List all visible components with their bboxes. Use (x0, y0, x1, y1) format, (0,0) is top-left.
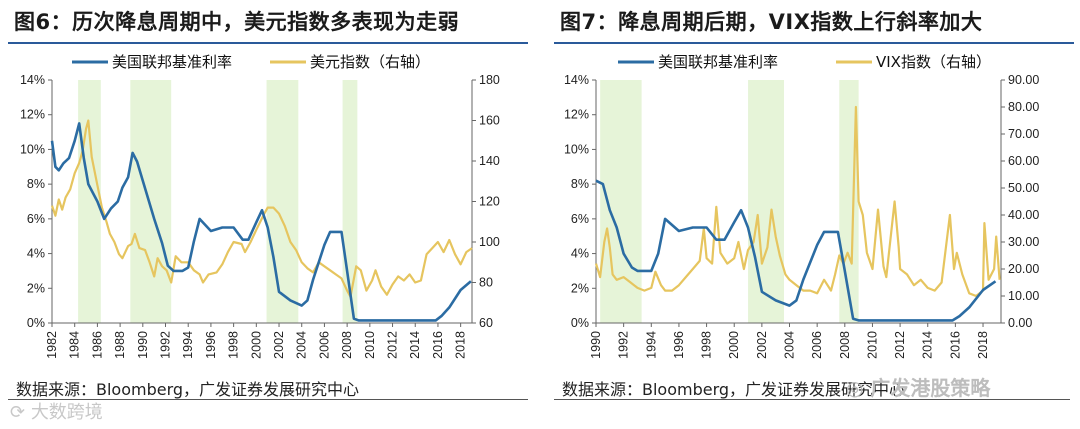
index-series-line (594, 105, 1001, 298)
index-series-line (50, 119, 473, 298)
x-tick-label: 2002 (272, 331, 286, 359)
x-tick-label: 2016 (431, 331, 445, 359)
title-text: 降息周期后期，VIX指数上行斜率加大 (618, 10, 983, 34)
title-text: 历次降息周期中，美元指数多表现为走弱 (72, 10, 460, 34)
right-tick-label: 160 (479, 114, 500, 128)
right-tick-label: 70.00 (1008, 127, 1039, 141)
x-tick-label: 2008 (838, 331, 852, 359)
left-tick-label: 8% (571, 177, 589, 191)
right-tick-label: 100 (479, 235, 500, 249)
right-tick-label: 90.00 (1008, 73, 1039, 87)
x-tick-label: 1998 (700, 331, 714, 359)
right-tick-label: 140 (479, 154, 500, 168)
figure-number: 图7 (560, 10, 597, 34)
left-tick-label: 14% (20, 73, 45, 87)
legend-index-label: 美元指数（右轴） (310, 53, 430, 71)
legend-rate-label: 美国联邦基准利率 (112, 53, 232, 71)
title-rule (554, 42, 1074, 44)
x-tick-label: 2006 (810, 331, 824, 359)
x-tick-label: 2002 (755, 331, 769, 359)
right-tick-label: 60 (479, 316, 493, 330)
x-tick-label: 1988 (113, 331, 127, 359)
left-tick-label: 6% (27, 212, 45, 226)
left-tick-label: 2% (571, 281, 589, 295)
x-tick-label: 1998 (227, 331, 241, 359)
x-tick-label: 2012 (386, 331, 400, 359)
x-tick-label: 1996 (204, 331, 218, 359)
watermark-right: ◎ 广发港股策略 (846, 376, 991, 400)
right-tick-label: 10.00 (1008, 289, 1039, 303)
x-tick-label: 2010 (363, 331, 377, 359)
x-tick-label: 1990 (136, 331, 150, 359)
x-tick-label: 2018 (976, 331, 990, 359)
rate-cut-shade (266, 80, 299, 323)
x-tick-label: 2000 (249, 331, 263, 359)
x-tick-label: 2006 (317, 331, 331, 359)
x-tick-label: 2012 (893, 331, 907, 359)
x-tick-label: 1984 (68, 331, 82, 359)
source-note: 数据来源：Bloomberg，广发证券发展研究中心 (562, 380, 906, 399)
right-tick-label: 0.00 (1008, 316, 1032, 330)
source-note: 数据来源：Bloomberg，广发证券发展研究中心 (16, 380, 360, 399)
source-rule (554, 399, 1070, 400)
x-tick-label: 2000 (727, 331, 741, 359)
x-tick-label: 2004 (783, 331, 797, 359)
title-rule (8, 42, 528, 44)
legend-index-label: VIX指数（右轴） (876, 53, 991, 71)
left-tick-label: 14% (564, 73, 589, 87)
rate-series-line (595, 179, 997, 322)
x-tick-label: 2016 (948, 331, 962, 359)
left-tick-label: 6% (571, 212, 589, 226)
left-tick-label: 10% (564, 142, 589, 156)
vix-rate-chart: 0% 2% 4% 6% 8% 10% 12% 14% 0.00 10.00 20.00 30.00 40… (564, 53, 1039, 359)
left-tick-label: 12% (20, 108, 45, 122)
right-tick-label: 180 (479, 73, 500, 87)
right-tick-label: 60.00 (1008, 154, 1039, 168)
right-tick-label: 50.00 (1008, 181, 1039, 195)
left-tick-label: 10% (20, 142, 45, 156)
x-tick-label: 2018 (454, 331, 468, 359)
x-tick-label: 1992 (159, 331, 173, 359)
chart-title: 图6：历次降息周期中，美元指数多表现为走弱 (14, 10, 460, 34)
chart-title: 图7：降息周期后期，VIX指数上行斜率加大 (560, 10, 983, 34)
left-tick-label: 0% (571, 316, 589, 330)
x-tick-label: 2014 (408, 331, 422, 359)
x-tick-label: 1994 (644, 331, 658, 359)
right-tick-label: 80 (479, 276, 493, 290)
x-tick-label: 1994 (181, 331, 195, 359)
rate-cut-shade (130, 80, 172, 323)
x-tick-label: 2014 (921, 331, 935, 359)
left-tick-label: 12% (564, 108, 589, 122)
rate-series-line (50, 122, 472, 322)
right-tick-label: 120 (479, 195, 500, 209)
x-tick-label: 1982 (45, 331, 59, 359)
x-tick-label: 2010 (865, 331, 879, 359)
left-tick-label: 0% (27, 316, 45, 330)
watermark-left: ⟳ 大数跨境 (10, 402, 103, 423)
right-tick-label: 40.00 (1008, 208, 1039, 222)
right-tick-label: 20.00 (1008, 262, 1039, 276)
x-tick-label: 1996 (672, 331, 686, 359)
x-tick-label: 2008 (340, 331, 354, 359)
figure-6-panel: 图6：历次降息周期中，美元指数多表现为走弱 0% 2% 4% 6% 8% 10% 12% 14… (8, 10, 528, 423)
watermark-right-text: 广发港股策略 (870, 376, 991, 400)
watermark-left-text: 大数跨境 (30, 402, 103, 423)
left-tick-label: 4% (27, 247, 45, 261)
left-tick-label: 4% (571, 247, 589, 261)
left-tick-label: 8% (27, 177, 45, 191)
rate-cut-shade (748, 80, 784, 323)
x-tick-label: 1986 (90, 331, 104, 359)
x-tick-label: 1992 (617, 331, 631, 359)
dollar-index-rate-chart: 0% 2% 4% 6% 8% 10% 12% 14% 60 80 100 120 140 160 180 19… (20, 53, 500, 359)
x-tick-label: 1990 (589, 331, 603, 359)
right-tick-label: 30.00 (1008, 235, 1039, 249)
right-tick-label: 80.00 (1008, 100, 1039, 114)
figure-7-panel: 图7：降息周期后期，VIX指数上行斜率加大 0% 2% 4% 6% 8% 10% 12% 14… (546, 0, 1080, 429)
x-tick-label: 2004 (295, 331, 309, 359)
figure-number: 图6 (14, 10, 51, 34)
left-tick-label: 2% (27, 281, 45, 295)
legend-rate-label: 美国联邦基准利率 (658, 53, 778, 71)
source-rule (8, 399, 528, 400)
